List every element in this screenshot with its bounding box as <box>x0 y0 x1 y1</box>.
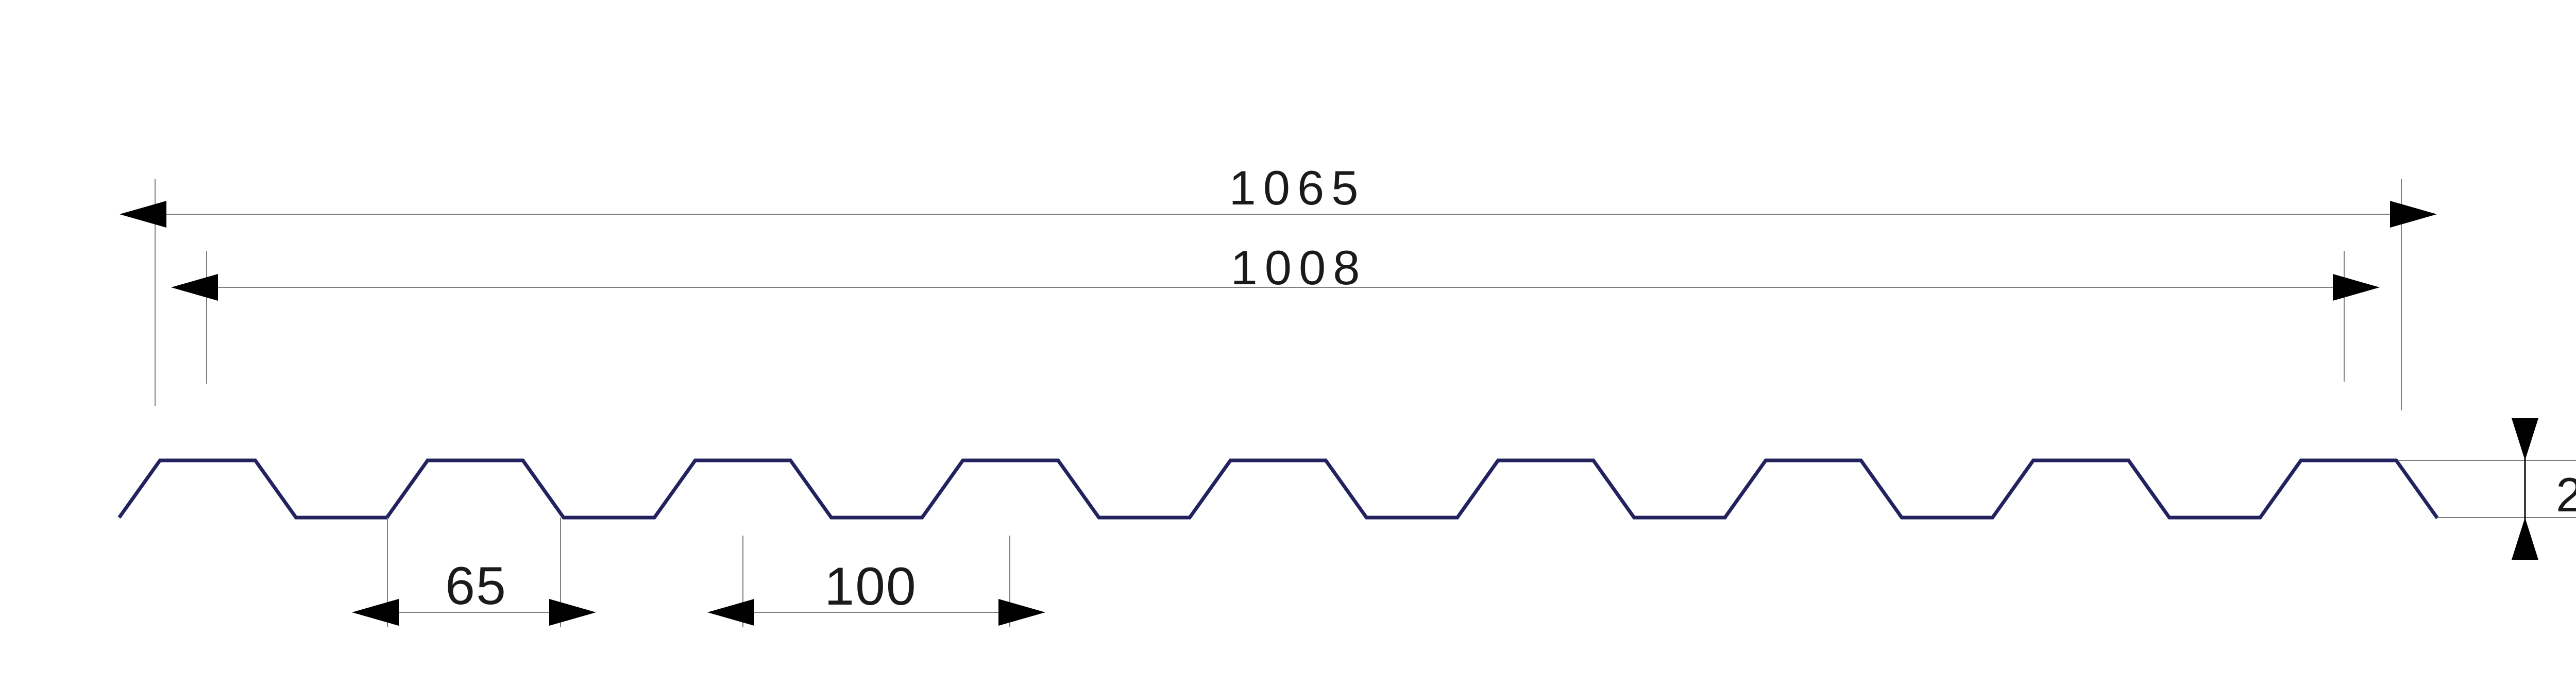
svg-text:100: 100 <box>824 557 917 616</box>
svg-text:65: 65 <box>445 556 507 616</box>
svg-text:21 ММ: 21 ММ <box>2556 468 2576 522</box>
svg-text:1065: 1065 <box>1229 161 1365 215</box>
svg-text:1008: 1008 <box>1230 241 1367 295</box>
